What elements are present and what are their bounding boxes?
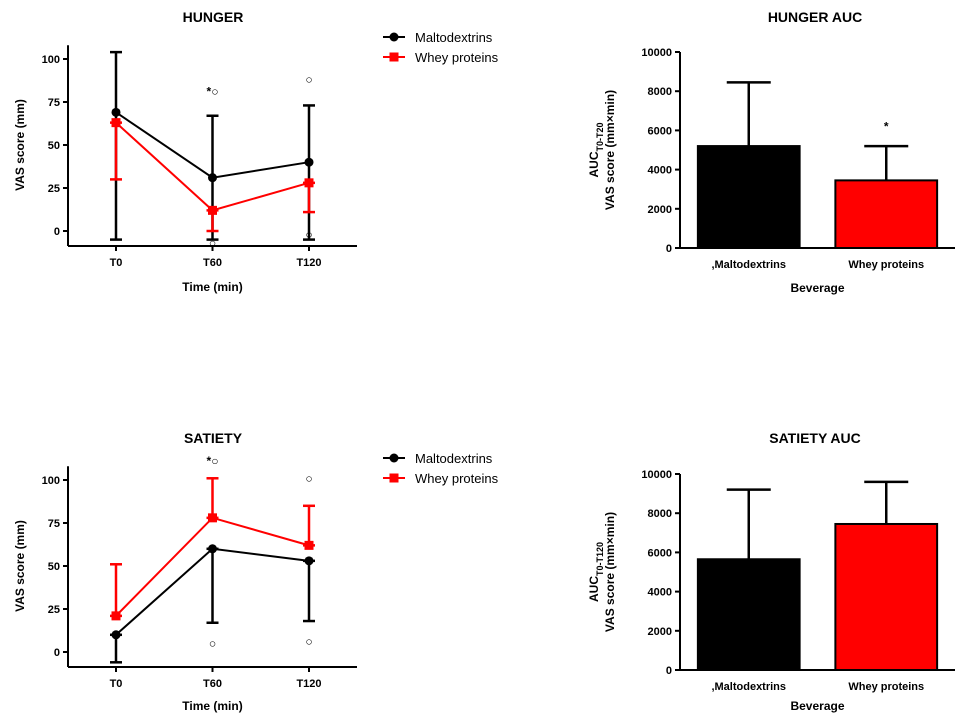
- y-tick-label: 0: [666, 243, 672, 255]
- data-point: [111, 118, 121, 128]
- legend-label: Whey proteins: [415, 471, 499, 486]
- y-tick-label: 50: [48, 140, 60, 152]
- y-tick-label: 8000: [648, 86, 672, 98]
- bar: [834, 522, 939, 671]
- data-point: [208, 205, 217, 215]
- x-tick-label: T120: [296, 678, 321, 690]
- legend-entry: Whey proteins: [383, 471, 499, 486]
- y-tick-label: 6000: [648, 547, 672, 559]
- bar: [696, 558, 801, 672]
- x-tick-label: T0: [110, 257, 123, 269]
- y-tick-label: 0: [666, 665, 672, 677]
- y-tick-label: 4000: [648, 165, 672, 177]
- series-0: [110, 544, 315, 664]
- data-point: [208, 173, 217, 183]
- annotation-marker: ○: [305, 73, 312, 87]
- y-axis-label-main: AUC: [587, 151, 601, 177]
- legend-marker: [389, 473, 399, 483]
- x-tick-label: Whey proteins: [848, 259, 924, 271]
- bar: [834, 179, 939, 250]
- y-tick-label: 8000: [648, 508, 672, 520]
- bar-chart-1: HUNGER AUC 0 2000 4000 6000 8000 10000 ,Maltode…: [587, 9, 955, 295]
- data-point: [304, 556, 314, 566]
- y-tick-label: 50: [48, 561, 60, 573]
- series-1: [110, 477, 315, 621]
- y-tick-label: 75: [48, 97, 60, 109]
- legend-marker: [389, 453, 399, 463]
- x-tick-label: T0: [110, 678, 123, 690]
- y-tick-label: 100: [42, 475, 60, 487]
- annotation-marker: ○: [209, 236, 216, 250]
- y-tick-label: 100: [42, 54, 60, 66]
- chart-title: HUNGER AUC: [768, 9, 862, 25]
- bar-chart-3: SATIETY AUC 0 2000 4000 6000 8000 10000 ,Maltod…: [587, 430, 955, 713]
- x-tick-label: ,Maltodextrins: [711, 259, 786, 271]
- y-axis-label-subscript: T0-T120: [595, 542, 605, 576]
- data-point: [304, 540, 314, 550]
- data-point: [304, 178, 314, 188]
- x-axis-label: Beverage: [790, 281, 844, 295]
- y-axis-label: VAS score (mm): [13, 520, 27, 612]
- data-point: [111, 611, 121, 621]
- data-point: [111, 630, 121, 640]
- legend-entry: Maltodextrins: [383, 30, 493, 45]
- annotation-marker: ○: [305, 227, 312, 241]
- annotation-marker: ○: [209, 636, 216, 650]
- legend-label: Whey proteins: [415, 50, 499, 65]
- legend-marker: [389, 32, 399, 42]
- data-point: [111, 107, 121, 117]
- y-tick-label: 2000: [648, 204, 672, 216]
- x-tick-label: Whey proteins: [848, 681, 924, 693]
- annotation-marker: ○: [305, 471, 312, 485]
- y-tick-label: 2000: [648, 626, 672, 638]
- y-axis-label-subscript: T0-T20: [595, 122, 605, 151]
- y-axis-label-line1: AUCT0-T20: [587, 122, 605, 177]
- legend-label: Maltodextrins: [415, 451, 493, 466]
- x-tick-label: T60: [203, 257, 222, 269]
- series-1: [110, 118, 315, 233]
- legend-marker: [389, 52, 399, 62]
- y-tick-label: 75: [48, 518, 60, 530]
- line-chart-0: HUNGER 0 25 50 75 100 T0 T60 T120 Time (min) VAS s…: [13, 9, 499, 294]
- y-axis-label-main: AUC: [587, 576, 601, 602]
- annotation-marker: *: [884, 119, 889, 133]
- x-tick-label: T120: [296, 257, 321, 269]
- y-axis-label-line2: VAS score (mm×min): [603, 90, 617, 210]
- x-tick-label: ,Maltodextrins: [711, 681, 786, 693]
- legend-entry: Whey proteins: [383, 50, 499, 65]
- x-tick-label: T60: [203, 678, 222, 690]
- y-tick-label: 0: [54, 647, 60, 659]
- y-axis-label-line1: AUCT0-T120: [587, 542, 605, 602]
- annotation-marker: *○: [207, 454, 219, 468]
- x-axis-label: Time (min): [182, 280, 242, 294]
- y-tick-label: 4000: [648, 587, 672, 599]
- y-tick-label: 6000: [648, 125, 672, 137]
- y-tick-label: 25: [48, 183, 60, 195]
- chart-title: SATIETY: [184, 430, 243, 446]
- annotation-marker: *○: [207, 85, 219, 99]
- annotation-marker: ○: [305, 635, 312, 649]
- chart-title: SATIETY AUC: [769, 430, 861, 446]
- data-point: [208, 513, 217, 523]
- legend-label: Maltodextrins: [415, 30, 493, 45]
- chart-title: HUNGER: [183, 9, 244, 25]
- y-axis-label-line2: VAS score (mm×min): [603, 512, 617, 632]
- y-tick-label: 10000: [641, 469, 672, 481]
- y-tick-label: 25: [48, 604, 60, 616]
- x-axis-label: Time (min): [182, 699, 242, 713]
- line-chart-2: SATIETY 0 25 50 75 100 T0 T60 T120 Time (min) VAS …: [13, 430, 499, 713]
- y-tick-label: 10000: [641, 47, 672, 59]
- data-point: [208, 544, 217, 554]
- legend-entry: Maltodextrins: [383, 451, 493, 466]
- x-axis-label: Beverage: [790, 699, 844, 713]
- y-tick-label: 0: [54, 226, 60, 238]
- bar: [696, 145, 801, 249]
- data-point: [304, 157, 314, 167]
- y-axis-label: VAS score (mm): [13, 99, 27, 191]
